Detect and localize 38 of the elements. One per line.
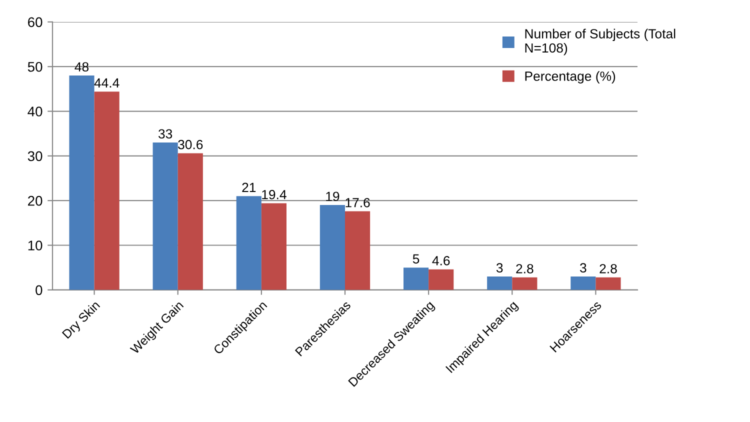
data-label: 19 bbox=[326, 192, 340, 202]
y-tick-label: 0 bbox=[36, 285, 42, 296]
y-tick-label: 60 bbox=[28, 17, 42, 28]
y-tick-label: 40 bbox=[28, 106, 42, 116]
y-tick-label: 50 bbox=[28, 62, 42, 72]
bar bbox=[596, 277, 621, 290]
bar bbox=[178, 153, 203, 290]
bar bbox=[152, 142, 178, 290]
x-tick-label: Dry Skin bbox=[62, 300, 102, 341]
data-label: 4.6 bbox=[432, 256, 450, 266]
bar bbox=[69, 76, 94, 290]
data-label: 44.4 bbox=[94, 78, 120, 88]
bar bbox=[570, 276, 596, 290]
data-label: 3 bbox=[496, 263, 503, 273]
data-label: 2.8 bbox=[516, 264, 534, 274]
data-label: 3 bbox=[580, 263, 586, 273]
data-label: 2.8 bbox=[600, 264, 617, 274]
data-label: 48 bbox=[74, 62, 89, 72]
y-tick-label: 30 bbox=[28, 151, 42, 162]
bar bbox=[428, 269, 454, 290]
bar bbox=[487, 276, 512, 290]
data-label: 30.6 bbox=[178, 140, 203, 150]
data-label: 19.4 bbox=[262, 190, 286, 200]
bar bbox=[236, 196, 262, 290]
bar bbox=[345, 211, 370, 290]
bar bbox=[404, 268, 429, 290]
y-tick-label: 20 bbox=[28, 196, 42, 206]
bar bbox=[94, 92, 120, 290]
legend-label: Percentage (%) bbox=[525, 71, 616, 84]
data-label: 5 bbox=[412, 254, 420, 264]
bar bbox=[261, 203, 286, 290]
y-tick-label: 10 bbox=[28, 240, 42, 250]
data-label: 33 bbox=[158, 129, 172, 139]
data-label: 17.6 bbox=[346, 198, 370, 208]
data-label: 21 bbox=[242, 182, 256, 192]
legend-label: Number of Subjects (Total N=108) bbox=[525, 28, 676, 56]
bar bbox=[320, 205, 345, 290]
bar bbox=[512, 277, 538, 290]
